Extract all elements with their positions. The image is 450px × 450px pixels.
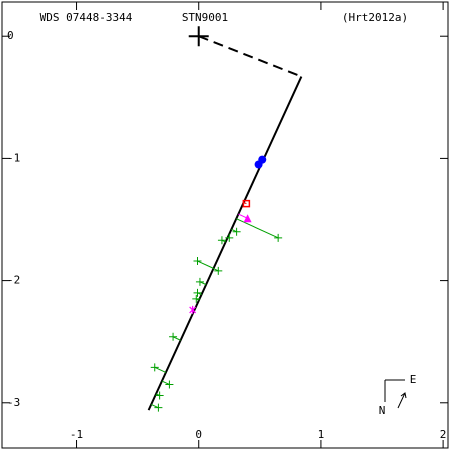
chart-title: WDS 07448-3344: [40, 11, 133, 24]
x-tick-label: 0: [195, 428, 202, 441]
y-tick-label: 0: [7, 29, 14, 42]
star-point: [189, 305, 197, 314]
plus-point: [155, 391, 164, 400]
y-tick-label: -2: [7, 274, 20, 287]
chart-title: (Hrt2012a): [342, 11, 408, 24]
plus-point: [193, 288, 202, 297]
residual-line: [154, 366, 167, 373]
plus-point: [232, 227, 241, 236]
x-tick-label: 1: [318, 428, 325, 441]
x-tick-label: 2: [440, 428, 447, 441]
residual-line: [197, 260, 214, 269]
triangle-point: [243, 214, 252, 223]
compass: N E: [379, 373, 417, 417]
circle-point: [258, 155, 267, 164]
residual-line: [161, 380, 170, 385]
plus-point: [214, 266, 223, 275]
residual-line: [236, 218, 279, 239]
orbit-line: [147, 76, 303, 411]
plus-point: [169, 332, 178, 341]
plus-point: [154, 403, 163, 412]
node-line: [198, 35, 302, 78]
residual-line: [172, 336, 181, 341]
compass-north: N: [379, 404, 386, 417]
primary-star: [188, 26, 209, 47]
plus-point: [165, 380, 174, 389]
plus-point: [150, 363, 159, 372]
residual-line: [151, 403, 159, 409]
square-point: [242, 199, 251, 208]
plus-point: [217, 236, 226, 245]
motion-arrow-head: [400, 392, 407, 399]
chart-title: STN9001: [182, 11, 228, 24]
x-tick-label: -1: [70, 428, 83, 441]
y-tick-label: -3: [7, 396, 20, 409]
plus-point: [193, 257, 202, 266]
plus-point: [192, 294, 201, 303]
y-tick-label: -1: [7, 151, 20, 164]
plus-point: [274, 233, 283, 242]
motion-arrow: [397, 392, 406, 409]
plus-point: [225, 233, 234, 242]
residual-line: [243, 201, 247, 205]
compass-east: E: [410, 373, 417, 386]
plus-point: [195, 277, 204, 286]
